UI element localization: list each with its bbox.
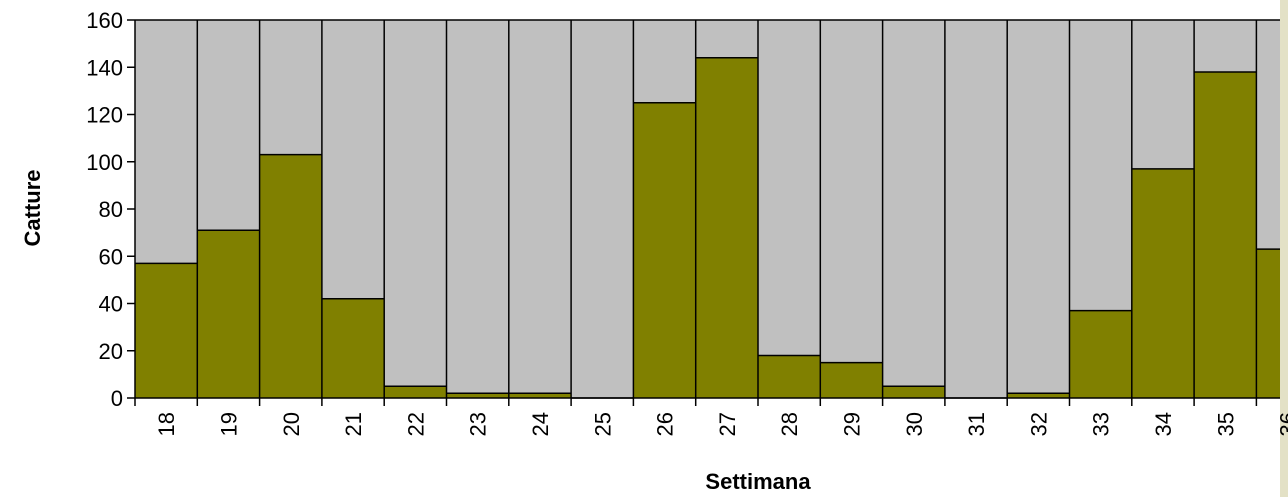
y-tick-label: 100 bbox=[86, 150, 123, 175]
x-tick-label: 19 bbox=[216, 412, 241, 436]
bar-29 bbox=[820, 362, 883, 398]
plot-column-22 bbox=[384, 20, 447, 398]
x-tick-label: 25 bbox=[590, 412, 615, 436]
y-tick-label: 140 bbox=[86, 55, 123, 80]
bar-23 bbox=[446, 393, 509, 398]
x-tick-label: 30 bbox=[902, 412, 927, 436]
x-tick-label: 32 bbox=[1026, 412, 1051, 436]
axes: 0 20 40 60 80 100 120 140 160 18 19 20 21 22 23 24 25 26 2… bbox=[86, 8, 1288, 436]
y-tick-label: 160 bbox=[86, 8, 123, 33]
x-tick-label: 23 bbox=[466, 412, 491, 436]
x-tick-label: 21 bbox=[341, 412, 366, 436]
bar-32 bbox=[1007, 393, 1070, 398]
plot-column-25 bbox=[571, 20, 634, 398]
bar-33 bbox=[1069, 310, 1132, 398]
plot-column-29 bbox=[820, 20, 883, 398]
x-tick-label: 33 bbox=[1089, 412, 1114, 436]
plot-column-30 bbox=[882, 20, 945, 398]
bar-35 bbox=[1194, 71, 1257, 398]
plot-column-23 bbox=[446, 20, 509, 398]
x-tick-label: 26 bbox=[653, 412, 678, 436]
plot-column-32 bbox=[1007, 20, 1070, 398]
bar-34 bbox=[1131, 168, 1195, 398]
x-axis-title: Settimana bbox=[705, 469, 811, 494]
bar-21 bbox=[321, 298, 385, 398]
bar-28 bbox=[758, 355, 821, 398]
bar-22 bbox=[384, 386, 447, 398]
plot-column-24 bbox=[508, 20, 572, 398]
x-tick-label: 18 bbox=[154, 412, 179, 436]
bar-30 bbox=[882, 386, 945, 398]
x-tick-label: 34 bbox=[1151, 412, 1176, 436]
y-tick-label: 0 bbox=[111, 386, 123, 411]
y-tick-label: 20 bbox=[99, 339, 123, 364]
plot-area bbox=[134, 20, 1280, 399]
plot-column-31 bbox=[944, 20, 1008, 398]
bar-20 bbox=[259, 154, 322, 398]
y-tick-label: 60 bbox=[99, 244, 123, 269]
plot-column-28 bbox=[758, 20, 821, 398]
x-tick-label: 36 bbox=[1276, 412, 1288, 436]
y-tick-label: 80 bbox=[99, 197, 123, 222]
y-tick-label: 120 bbox=[86, 103, 123, 128]
x-tick-label: 27 bbox=[715, 412, 740, 436]
y-axis-title: Catture bbox=[20, 169, 45, 246]
x-tick-label: 20 bbox=[279, 412, 304, 436]
bar-18 bbox=[135, 263, 198, 398]
x-tick-label: 35 bbox=[1213, 412, 1238, 436]
right-edge-frame bbox=[1280, 0, 1288, 497]
bar-36 bbox=[1256, 249, 1280, 398]
x-tick-label: 31 bbox=[964, 412, 989, 436]
bar-27 bbox=[695, 57, 758, 399]
x-tick-label: 22 bbox=[403, 412, 428, 436]
bar-24 bbox=[508, 393, 572, 398]
x-tick-label: 24 bbox=[528, 412, 553, 436]
x-tick-label: 28 bbox=[777, 412, 802, 436]
bar-26 bbox=[633, 102, 696, 398]
bar-19 bbox=[197, 230, 260, 398]
y-tick-label: 40 bbox=[99, 292, 123, 317]
x-tick-label: 29 bbox=[839, 412, 864, 436]
